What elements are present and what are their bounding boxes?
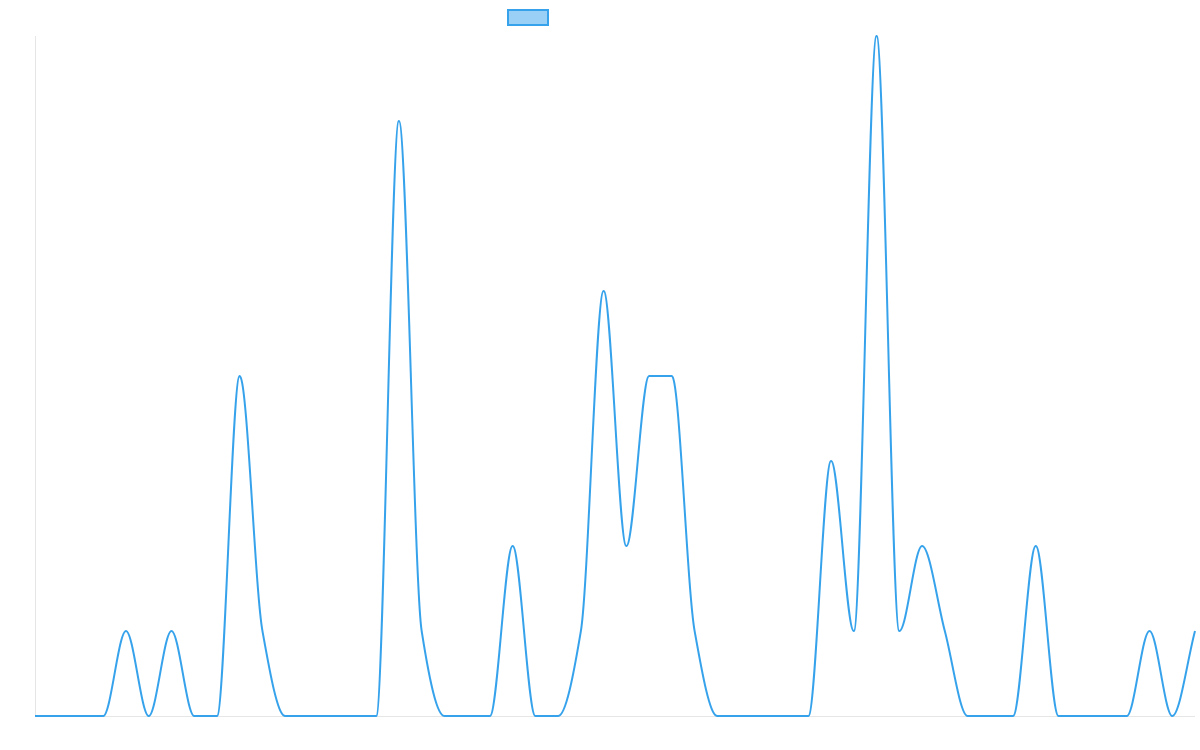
data-point-0-23[interactable] xyxy=(555,713,561,719)
data-point-0-39[interactable] xyxy=(919,543,925,549)
data-point-0-7[interactable] xyxy=(191,713,197,719)
data-point-0-10[interactable] xyxy=(259,628,265,634)
data-point-0-22[interactable] xyxy=(532,713,538,719)
data-point-0-34[interactable] xyxy=(805,713,811,719)
data-point-0-50[interactable] xyxy=(1169,713,1175,719)
data-point-0-45[interactable] xyxy=(1056,713,1062,719)
data-point-0-18[interactable] xyxy=(441,713,447,719)
data-point-0-24[interactable] xyxy=(578,628,584,634)
data-point-0-25[interactable] xyxy=(601,288,607,294)
data-point-0-36[interactable] xyxy=(851,628,857,634)
data-point-0-8[interactable] xyxy=(214,713,220,719)
data-point-0-38[interactable] xyxy=(896,628,902,634)
data-point-0-48[interactable] xyxy=(1124,713,1130,719)
data-point-0-1[interactable] xyxy=(55,713,61,719)
data-point-0-3[interactable] xyxy=(100,713,106,719)
data-point-0-20[interactable] xyxy=(487,713,493,719)
data-point-0-15[interactable] xyxy=(373,713,379,719)
data-point-0-28[interactable] xyxy=(669,373,675,379)
data-point-0-44[interactable] xyxy=(1033,543,1039,549)
data-point-0-6[interactable] xyxy=(168,628,174,634)
data-point-0-42[interactable] xyxy=(987,713,993,719)
data-point-0-40[interactable] xyxy=(942,628,948,634)
data-point-0-46[interactable] xyxy=(1078,713,1084,719)
data-point-0-14[interactable] xyxy=(350,713,356,719)
data-point-0-33[interactable] xyxy=(783,713,789,719)
legend-swatch[interactable] xyxy=(507,9,549,26)
data-point-0-9[interactable] xyxy=(237,373,243,379)
series-layer xyxy=(32,33,1198,719)
data-point-0-35[interactable] xyxy=(828,458,834,464)
data-point-0-11[interactable] xyxy=(282,713,288,719)
data-point-0-13[interactable] xyxy=(328,713,334,719)
series-line-0 xyxy=(35,35,1196,717)
data-point-0-2[interactable] xyxy=(77,713,83,719)
data-point-0-43[interactable] xyxy=(1010,713,1016,719)
data-point-0-47[interactable] xyxy=(1101,713,1107,719)
data-point-0-31[interactable] xyxy=(737,713,743,719)
data-point-0-0[interactable] xyxy=(32,713,38,719)
data-point-0-49[interactable] xyxy=(1147,628,1153,634)
data-point-0-26[interactable] xyxy=(623,543,629,549)
data-point-0-21[interactable] xyxy=(510,543,516,549)
data-point-0-27[interactable] xyxy=(646,373,652,379)
data-point-0-16[interactable] xyxy=(396,118,402,124)
data-point-0-19[interactable] xyxy=(464,713,470,719)
data-point-0-17[interactable] xyxy=(419,628,425,634)
data-point-0-29[interactable] xyxy=(692,628,698,634)
data-point-0-30[interactable] xyxy=(714,713,720,719)
data-point-0-5[interactable] xyxy=(146,713,152,719)
data-point-0-51[interactable] xyxy=(1192,628,1198,634)
data-point-0-4[interactable] xyxy=(123,628,129,634)
data-point-0-32[interactable] xyxy=(760,713,766,719)
data-point-0-41[interactable] xyxy=(965,713,971,719)
data-point-0-12[interactable] xyxy=(305,713,311,719)
data-point-0-37[interactable] xyxy=(874,33,880,39)
